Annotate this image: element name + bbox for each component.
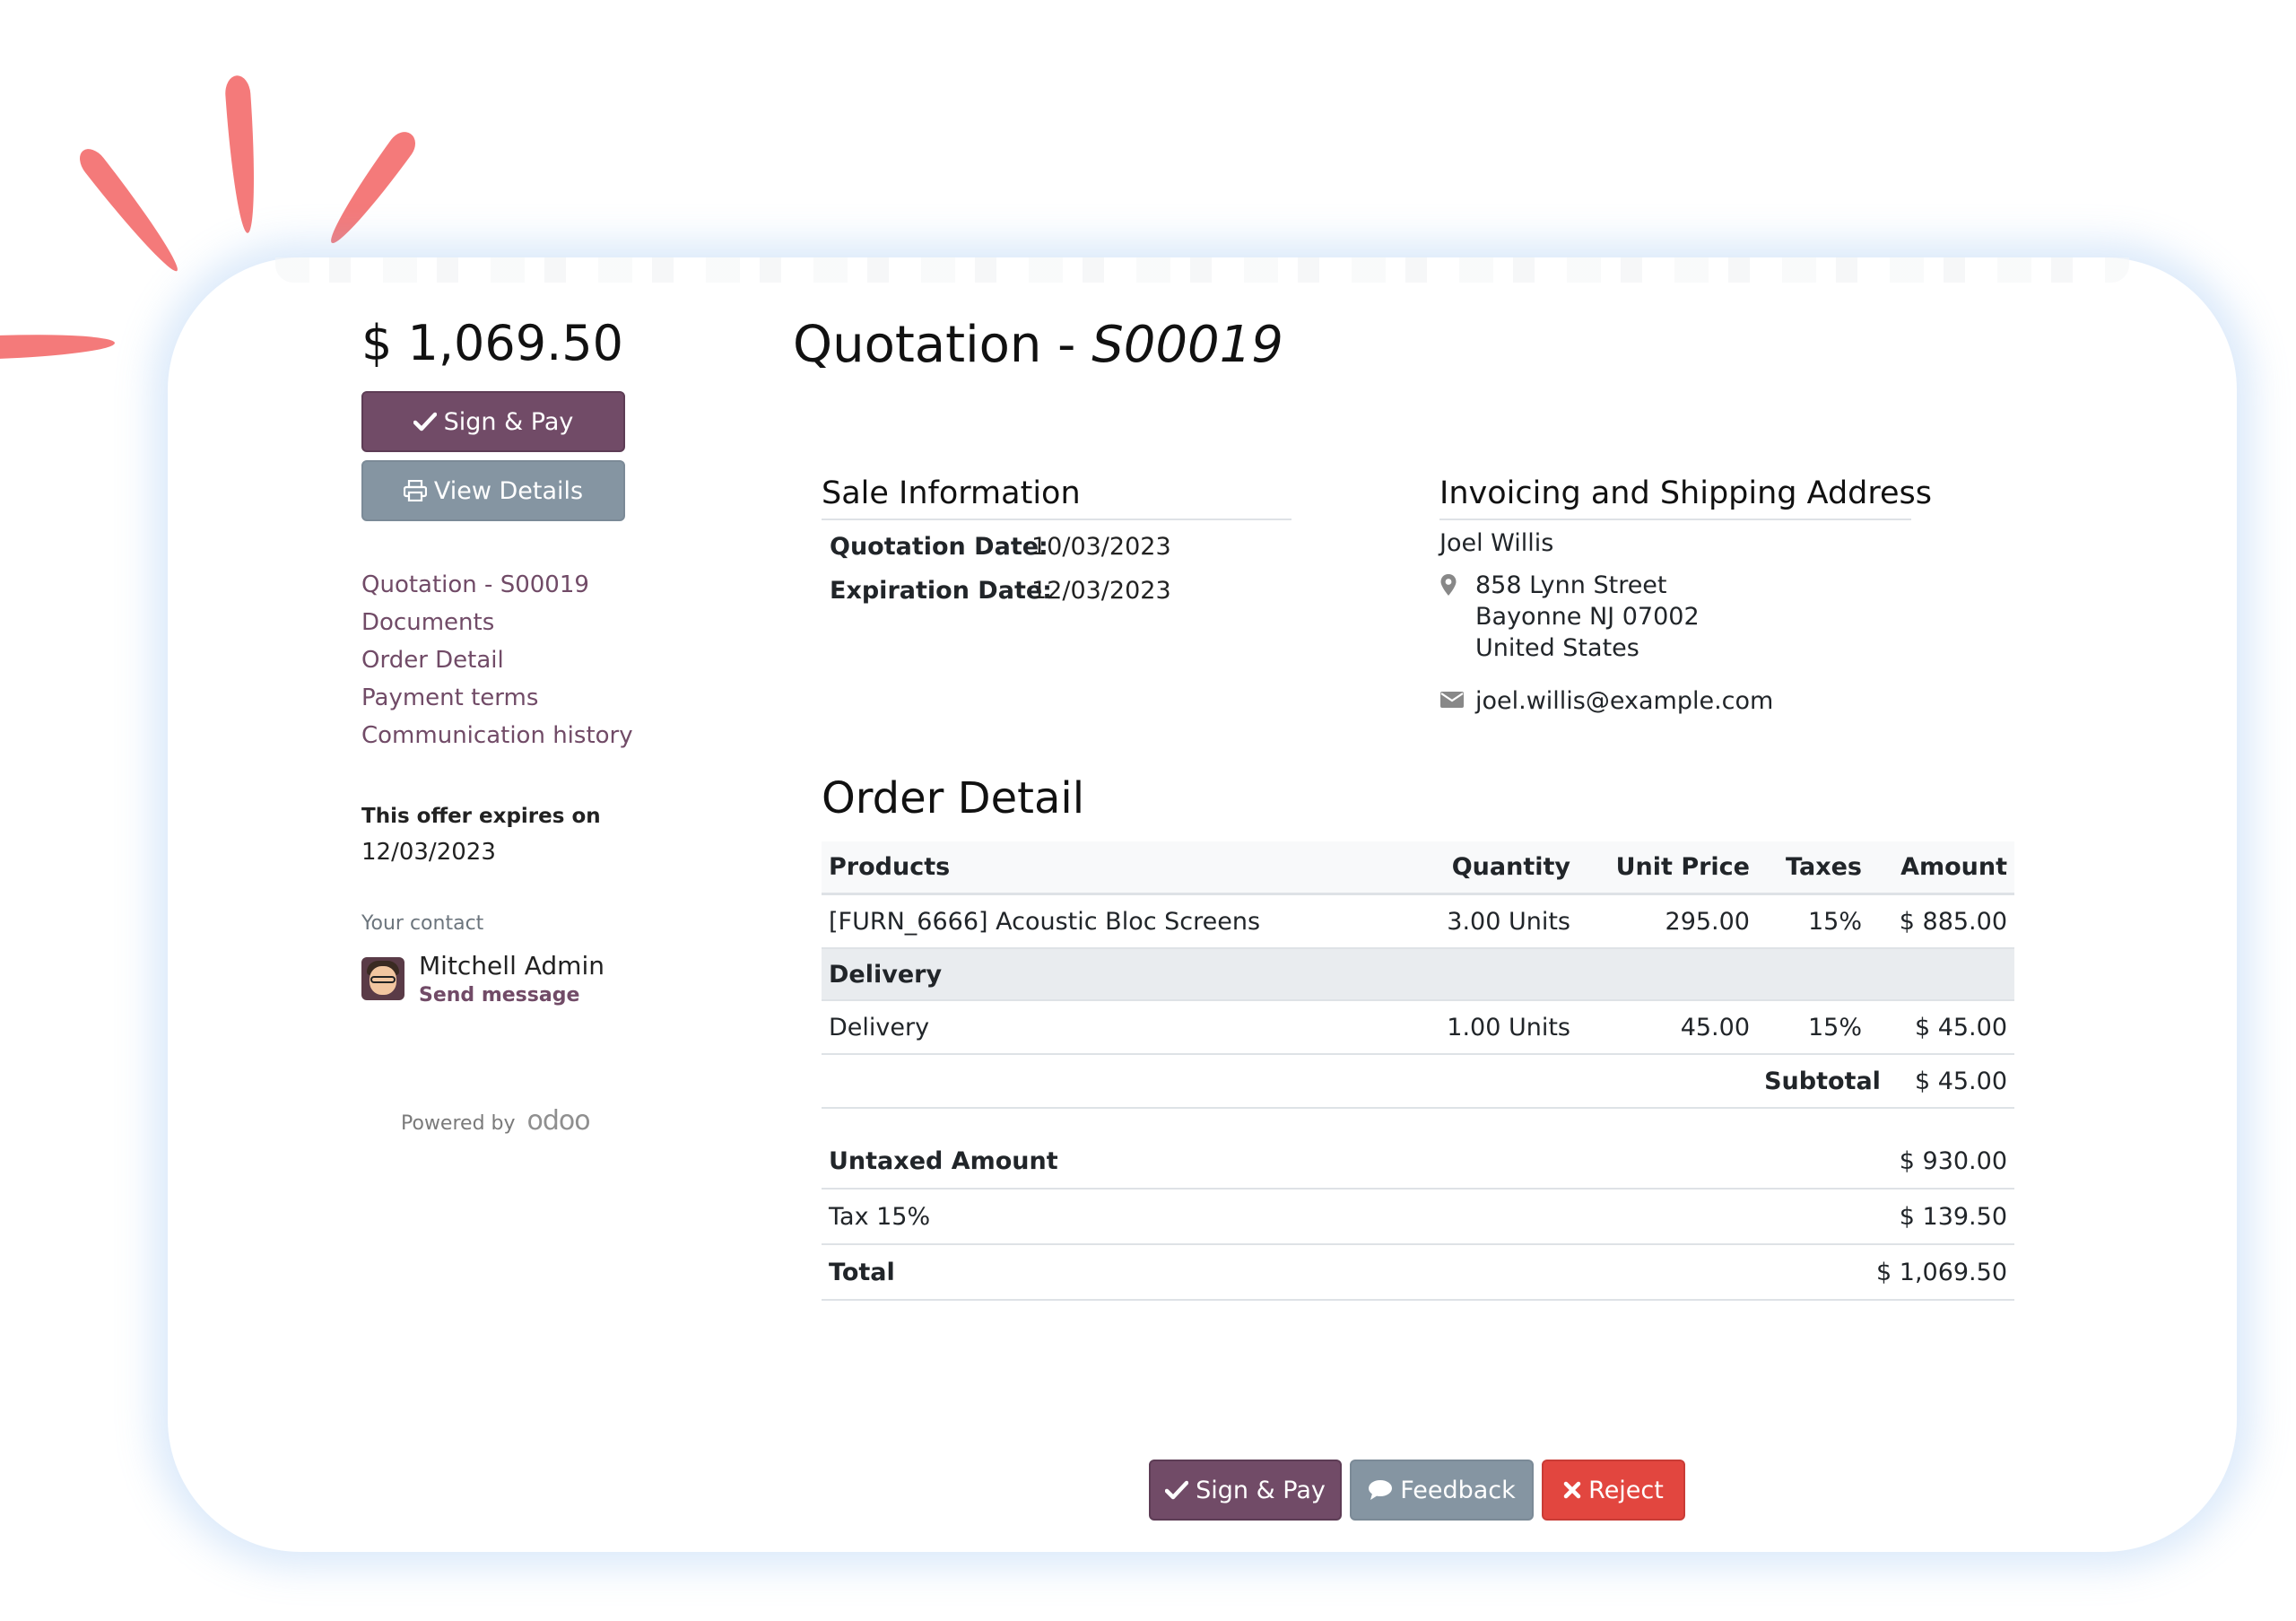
col-taxes: Taxes (1786, 853, 1862, 881)
table-row: [FURN_6666] Acoustic Bloc Screens 3.00 U… (822, 895, 2014, 949)
line-amount: $ 885.00 (1899, 907, 2007, 936)
line-product: Delivery (829, 1013, 930, 1041)
comment-icon (1369, 1480, 1393, 1500)
col-quantity: Quantity (1451, 853, 1570, 881)
expiration-date-label: Expiration Date: (830, 577, 1052, 605)
line-quantity: 3.00 Units (1447, 907, 1570, 936)
view-details-label: View Details (433, 476, 584, 505)
map-marker-icon (1439, 570, 1475, 664)
bottom-sign-pay-button[interactable]: Sign & Pay (1149, 1460, 1342, 1521)
print-icon (403, 480, 427, 501)
table-row: Delivery 1.00 Units 45.00 15% $ 45.00 (822, 1001, 2014, 1055)
line-quantity: 1.00 Units (1447, 1013, 1570, 1041)
sidebar: $ 1,069.50 Sign & Pay View Details Quota… (361, 309, 633, 1137)
feedback-button[interactable]: Feedback (1350, 1460, 1534, 1521)
bottom-sign-pay-label: Sign & Pay (1196, 1476, 1326, 1504)
total-label: Total (829, 1258, 895, 1286)
check-icon (413, 412, 437, 431)
address-heading: Invoicing and Shipping Address (1439, 475, 1932, 520)
nav-link-quotation[interactable]: Quotation - S00019 (361, 571, 589, 598)
customer-email: joel.willis@example.com (1475, 687, 1774, 715)
nav-link-communication-history[interactable]: Communication history (361, 722, 633, 749)
envelope-icon (1439, 687, 1475, 715)
address-lines: 858 Lynn Street Bayonne NJ 07002 United … (1439, 570, 1911, 664)
sale-information: Sale Information Quotation Date: 10/03/2… (822, 475, 1292, 605)
sign-pay-button[interactable]: Sign & Pay (361, 391, 625, 452)
title-reference: S00019 (1091, 316, 1283, 374)
bottom-actions: Sign & Pay Feedback Reject (1149, 1460, 1685, 1521)
title-prefix: Quotation - (793, 316, 1092, 374)
address-street: 858 Lynn Street (1475, 571, 1667, 599)
nav-link-documents[interactable]: Documents (361, 609, 495, 636)
untaxed-label: Untaxed Amount (829, 1146, 1058, 1175)
contact-name: Mitchell Admin (419, 951, 604, 980)
expiration-date-value: 12/03/2023 (1031, 577, 1171, 605)
sidebar-nav: Quotation - S00019 Documents Order Detai… (361, 566, 633, 754)
subtotal-row: Subtotal $ 45.00 (822, 1055, 2014, 1109)
reject-button[interactable]: Reject (1542, 1460, 1685, 1521)
col-amount: Amount (1900, 853, 2007, 881)
check-icon (1165, 1480, 1189, 1500)
section-label: Delivery (829, 960, 943, 989)
invoicing-shipping-address: Invoicing and Shipping Address Joel Will… (1439, 475, 1932, 715)
odoo-logo[interactable]: odoo (526, 1105, 591, 1137)
powered-by: Powered by odoo (361, 1105, 631, 1137)
line-taxes: 15% (1807, 1013, 1862, 1041)
customer-name: Joel Willis (1439, 529, 1554, 557)
address-city: Bayonne NJ 07002 (1475, 603, 1700, 631)
order-detail-heading: Order Detail (822, 773, 1085, 824)
sign-pay-label: Sign & Pay (443, 407, 574, 436)
decorative-ray (74, 144, 187, 278)
untaxed-value: $ 930.00 (1899, 1146, 2007, 1175)
contact-block: Mitchell Admin Send message (361, 951, 631, 1007)
col-unit-price: Unit Price (1615, 853, 1750, 881)
line-unit-price: 45.00 (1680, 1013, 1750, 1041)
quotation-date-label: Quotation Date: (830, 533, 1048, 561)
tax-label: Tax 15% (829, 1202, 931, 1231)
total-amount: $ 1,069.50 (361, 315, 623, 371)
total-row: Total $ 1,069.50 (822, 1245, 2014, 1301)
order-lines-table: Products Quantity Unit Price Taxes Amoun… (822, 841, 2014, 1301)
col-products: Products (829, 853, 951, 881)
line-amount: $ 45.00 (1914, 1013, 2007, 1041)
view-details-button[interactable]: View Details (361, 460, 625, 521)
subtotal-label: Subtotal (1764, 1067, 1881, 1095)
feedback-label: Feedback (1400, 1476, 1516, 1504)
total-value: $ 1,069.50 (1876, 1258, 2007, 1286)
subtotal-value: $ 45.00 (1914, 1067, 2007, 1095)
contact-label: Your contact (361, 912, 484, 935)
line-unit-price: 295.00 (1665, 907, 1750, 936)
decorative-ray (223, 74, 261, 234)
email-row: joel.willis@example.com (1439, 687, 1911, 715)
reject-label: Reject (1588, 1476, 1664, 1504)
nav-link-payment-terms[interactable]: Payment terms (361, 684, 539, 711)
avatar (361, 957, 404, 1000)
table-header: Products Quantity Unit Price Taxes Amoun… (822, 841, 2014, 895)
decorative-ray (0, 331, 116, 360)
page-title: Quotation - S00019 (793, 316, 1283, 374)
untaxed-amount-row: Untaxed Amount $ 930.00 (822, 1134, 2014, 1190)
expiration-date-row: Expiration Date: 12/03/2023 (822, 577, 1292, 605)
close-icon (1563, 1481, 1581, 1499)
quotation-date-row: Quotation Date: 10/03/2023 (822, 533, 1292, 561)
expires-label: This offer expires on (361, 805, 601, 828)
line-taxes: 15% (1807, 907, 1862, 936)
card-top-edge (275, 257, 2129, 283)
sale-info-heading: Sale Information (822, 475, 1292, 520)
tax-row: Tax 15% $ 139.50 (822, 1190, 2014, 1245)
decorative-ray (321, 126, 422, 250)
send-message-link[interactable]: Send message (419, 984, 580, 1007)
nav-link-order-detail[interactable]: Order Detail (361, 647, 504, 674)
section-row-delivery: Delivery (822, 949, 2014, 1001)
address-country: United States (1475, 634, 1639, 662)
quotation-date-value: 10/03/2023 (1031, 533, 1171, 561)
expires-date: 12/03/2023 (361, 839, 496, 866)
line-product: [FURN_6666] Acoustic Bloc Screens (829, 907, 1261, 936)
powered-by-label: Powered by (401, 1112, 516, 1135)
tax-value: $ 139.50 (1899, 1202, 2007, 1231)
